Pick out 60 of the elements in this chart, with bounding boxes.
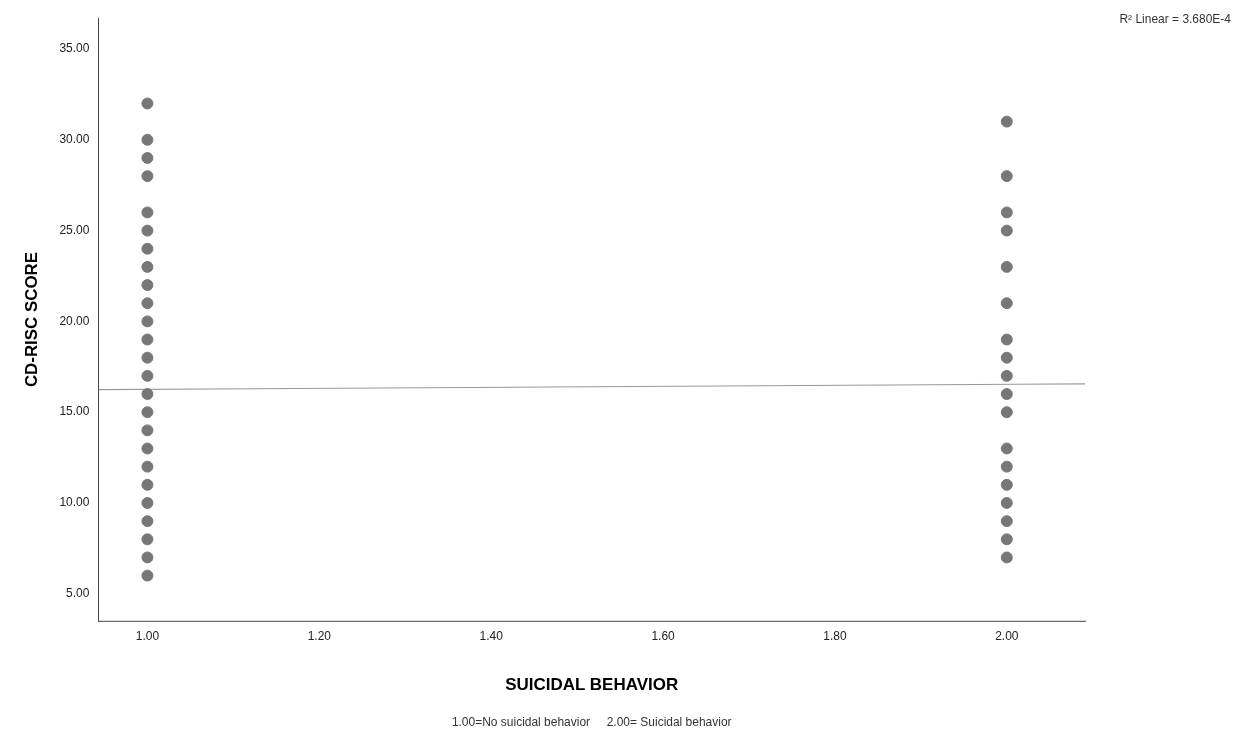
x-tick-label: 2.00 [995,629,1019,644]
point [141,388,154,400]
point [1000,442,1013,455]
x-tick-label: 1.80 [823,629,847,644]
y-axis-title: CD-RISC SCORE [21,252,41,388]
point [141,170,154,183]
point [141,133,154,146]
point [141,315,154,328]
point [141,478,154,491]
point [141,497,154,509]
point [1000,115,1013,128]
y-tick-label: 15.00 [59,404,90,419]
point [1000,460,1013,473]
point [1000,224,1013,237]
point [141,260,154,273]
point [1000,533,1013,546]
point [141,515,154,528]
x-tick-label: 1.00 [135,629,160,644]
point [1000,206,1013,219]
point [141,442,154,455]
point [1000,551,1013,564]
text: R² Linear = 3.680E-4 [1119,12,1232,27]
point [1000,297,1013,310]
text: 1.00=No suicidal behavior 2.00= Suicidal behavior [451,715,732,730]
point [141,369,154,382]
point [1000,369,1013,382]
y-tick-label: 25.00 [59,222,90,237]
y-tick-label: 35.00 [59,41,90,56]
point [141,569,154,582]
x-axis-title: SUICIDAL BEHAVIOR [505,674,679,694]
y-tick-label: 30.00 [59,132,90,147]
y-tick-label: 10.00 [59,495,90,510]
point [1000,351,1013,364]
point [141,351,154,364]
point [141,460,154,473]
point [1000,497,1013,509]
x-tick-label: 1.60 [651,629,676,644]
point [1000,515,1013,528]
point [141,279,154,292]
point [1000,478,1013,491]
point [141,97,154,110]
point [1000,170,1013,183]
point [141,406,154,419]
point [141,333,154,346]
point [141,206,154,219]
point [141,551,154,564]
point [1000,406,1013,419]
point [141,224,154,237]
point [1000,260,1013,273]
point [1000,333,1013,346]
y-tick-label: 20.00 [59,313,90,328]
x-tick-label: 1.20 [307,629,332,644]
y-tick-label: 5.00 [66,586,90,601]
point [1000,388,1013,400]
point [141,424,154,437]
point [141,297,154,310]
x-tick-label: 1.40 [479,629,504,644]
point [141,533,154,546]
point [141,151,154,164]
point [141,242,154,255]
